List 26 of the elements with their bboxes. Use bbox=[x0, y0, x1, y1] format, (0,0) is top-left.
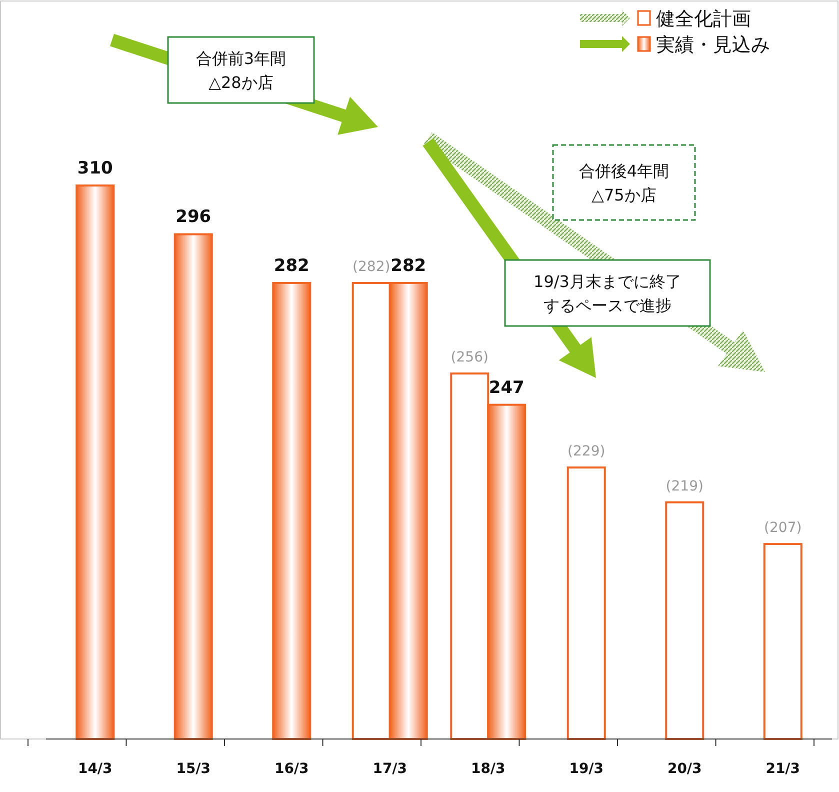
data-label: 282 bbox=[274, 256, 310, 276]
legend-label: 実績・見込み bbox=[656, 34, 770, 56]
annotation: 合併後4年間△75か店 bbox=[578, 162, 670, 204]
data-label: 282 bbox=[390, 256, 426, 276]
x-tick-label: 16/3 bbox=[274, 760, 309, 777]
annotation: 合併前3年間△28か店 bbox=[196, 49, 286, 92]
data-label: (282) bbox=[352, 258, 390, 275]
x-tick-label: 14/3 bbox=[78, 760, 112, 777]
x-tick-label: 20/3 bbox=[667, 760, 702, 777]
data-label: 310 bbox=[77, 158, 114, 178]
data-label: (256) bbox=[450, 349, 488, 366]
x-tick-label: 15/3 bbox=[176, 760, 211, 777]
legend-label: 健全化計画 bbox=[656, 8, 751, 30]
note-box: 合併前3年間△28か店 bbox=[167, 36, 315, 104]
data-label: 296 bbox=[176, 207, 212, 228]
data-label: 247 bbox=[488, 378, 524, 398]
note-box: 合併後4年間△75か店 bbox=[552, 144, 696, 221]
note-box: 19/3月末までに終了するペースで進捗 bbox=[504, 259, 711, 327]
x-tick-label: 19/3 bbox=[569, 760, 604, 777]
data-label: (207) bbox=[764, 520, 802, 536]
x-tick-label: 21/3 bbox=[766, 760, 800, 777]
data-label: (219) bbox=[666, 478, 704, 494]
annotation: 19/3月末までに終了するペースで進捗 bbox=[534, 272, 682, 315]
data-label: (229) bbox=[568, 443, 606, 460]
x-tick-label: 18/3 bbox=[470, 760, 506, 777]
x-tick-label: 17/3 bbox=[372, 760, 408, 777]
